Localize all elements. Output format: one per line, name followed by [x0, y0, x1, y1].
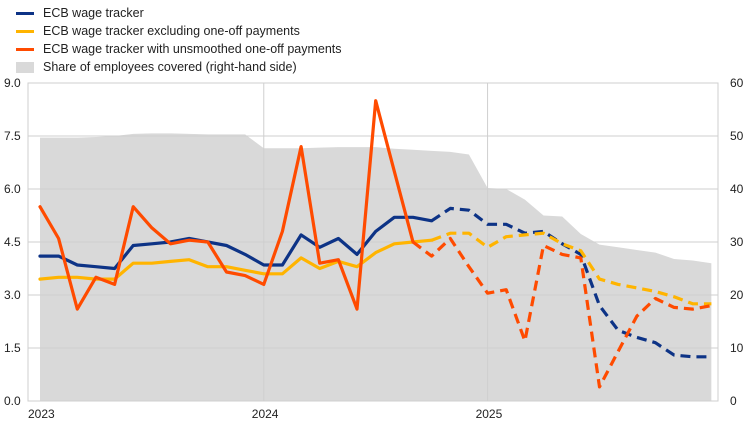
axis-layer: 0.0 1.5 3.0 4.5 6.0 7.5 9.0 0 10 20 30 40 50 60 2023 20… — [4, 76, 744, 421]
legend-swatch-excluding-one-off — [16, 29, 34, 33]
legend-item-unsmoothed-one-off: ECB wage tracker with unsmoothed one-off… — [16, 40, 342, 58]
series-line-layer — [38, 99, 712, 389]
y-left-tick-label: 7.5 — [4, 129, 21, 143]
y-right-tick-label: 10 — [730, 341, 744, 355]
legend-label-unsmoothed-one-off: ECB wage tracker with unsmoothed one-off… — [43, 42, 342, 56]
legend-item-wage-tracker: ECB wage tracker — [16, 4, 342, 22]
y-right-tick-label: 60 — [730, 76, 744, 90]
series-line-projection-2 — [412, 236, 712, 389]
y-left-tick-label: 4.5 — [4, 235, 21, 249]
y-right-tick-label: 40 — [730, 182, 744, 196]
legend-label-share-covered: Share of employees covered (right-hand s… — [43, 60, 297, 74]
series-line-solid-2 — [38, 99, 415, 311]
legend-swatch-wage-tracker — [16, 11, 34, 15]
y-right-tick-label: 50 — [730, 129, 744, 143]
x-tick-label: 2025 — [476, 407, 503, 421]
y-left-tick-label: 1.5 — [4, 341, 21, 355]
coverage-area-layer — [40, 133, 712, 401]
x-tick-label: 2023 — [28, 407, 55, 421]
series-line-projection-1 — [431, 231, 712, 306]
legend-swatch-unsmoothed-one-off — [16, 47, 34, 51]
legend: ECB wage tracker ECB wage tracker exclud… — [16, 4, 342, 76]
legend-item-excluding-one-off: ECB wage tracker excluding one-off payme… — [16, 22, 342, 40]
series-line-solid-1 — [38, 238, 434, 281]
series-line-projection-0 — [430, 206, 712, 359]
y-right-tick-label: 0 — [730, 394, 737, 408]
legend-label-excluding-one-off: ECB wage tracker excluding one-off payme… — [43, 24, 300, 38]
coverage-area — [40, 133, 712, 401]
legend-label-wage-tracker: ECB wage tracker — [43, 6, 144, 20]
series-line-solid-0 — [38, 215, 434, 271]
y-left-tick-label: 3.0 — [4, 288, 21, 302]
x-tick-label: 2024 — [252, 407, 279, 421]
y-right-tick-label: 30 — [730, 235, 744, 249]
legend-swatch-share-covered — [16, 61, 34, 73]
y-left-tick-label: 9.0 — [4, 76, 21, 90]
gridline-layer — [27, 82, 719, 402]
y-left-tick-label: 0.0 — [4, 394, 21, 408]
legend-item-share-covered: Share of employees covered (right-hand s… — [16, 58, 342, 76]
y-left-tick-label: 6.0 — [4, 182, 21, 196]
y-right-tick-label: 20 — [730, 288, 744, 302]
